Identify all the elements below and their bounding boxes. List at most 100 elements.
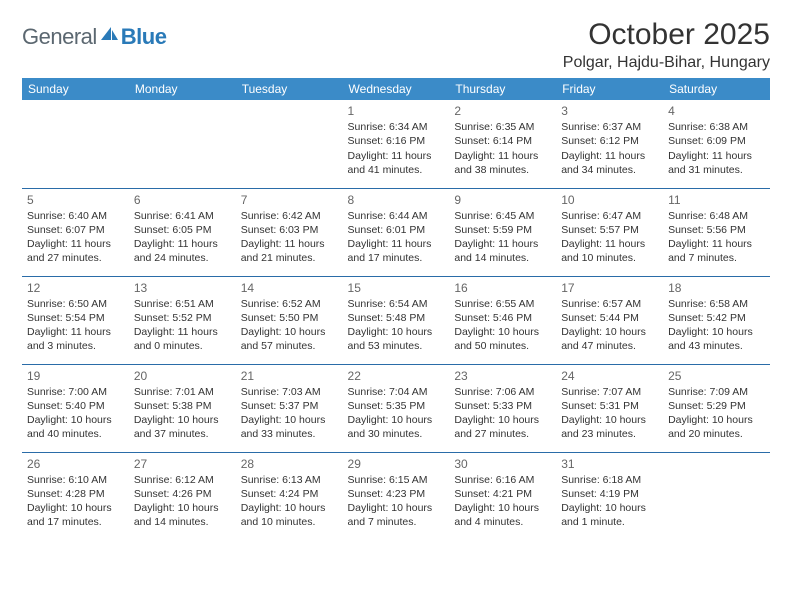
sunrise-line: Sunrise: 6:55 AM: [454, 297, 551, 311]
calendar-week: 12Sunrise: 6:50 AMSunset: 5:54 PMDayligh…: [22, 276, 770, 364]
day-number: 4: [668, 103, 765, 119]
day-number: 6: [134, 192, 231, 208]
calendar-day: 9Sunrise: 6:45 AMSunset: 5:59 PMDaylight…: [449, 188, 556, 276]
calendar-week: 19Sunrise: 7:00 AMSunset: 5:40 PM Dayligh…: [22, 364, 770, 452]
sunset-line: Sunset: 5:59 PM: [454, 223, 551, 237]
calendar-day: 15Sunrise: 6:54 AMSunset: 5:48 PMDayligh…: [343, 276, 450, 364]
calendar-day: 27Sunrise: 6:12 AMSunset: 4:26 PMDayligh…: [129, 452, 236, 540]
sunset-line: Sunset: 5:31 PM: [561, 399, 658, 413]
calendar-day: 12Sunrise: 6:50 AMSunset: 5:54 PMDayligh…: [22, 276, 129, 364]
calendar-day: 11Sunrise: 6:48 AMSunset: 5:56 PMDayligh…: [663, 188, 770, 276]
sunrise-line: Sunrise: 6:18 AM: [561, 473, 658, 487]
sunset-line: Sunset: 5:56 PM: [668, 223, 765, 237]
day-header: Saturday: [663, 78, 770, 100]
sunrise-line: Sunrise: 7:06 AM: [454, 385, 551, 399]
sunset-line: Sunset: 4:21 PM: [454, 487, 551, 501]
sunset-line: Sunset: 5:35 PM: [348, 399, 445, 413]
sunrise-line: Sunrise: 6:40 AM: [27, 209, 124, 223]
daylight-line: Daylight: 11 hours and 21 minutes.: [241, 237, 338, 265]
day-number: 27: [134, 456, 231, 472]
logo-text-general: General: [22, 24, 97, 50]
daylight-line: Daylight: 11 hours and 14 minutes.: [454, 237, 551, 265]
sunrise-line: Sunrise: 6:12 AM: [134, 473, 231, 487]
sunset-line: Sunset: 5:57 PM: [561, 223, 658, 237]
day-number: 22: [348, 368, 445, 384]
sunset-line: Sunset: 5:42 PM: [668, 311, 765, 325]
calendar-empty: [22, 100, 129, 188]
sunset-line: Sunset: 4:26 PM: [134, 487, 231, 501]
sunset-line: Sunset: 4:24 PM: [241, 487, 338, 501]
day-number: 8: [348, 192, 445, 208]
day-number: 3: [561, 103, 658, 119]
sunset-line: Sunset: 5:46 PM: [454, 311, 551, 325]
daylight-line: Daylight: 10 hours and 10 minutes.: [241, 501, 338, 529]
sunset-line: Sunset: 5:29 PM: [668, 399, 765, 413]
calendar-day: 19Sunrise: 7:00 AMSunset: 5:40 PMDayligh…: [22, 364, 129, 452]
sunset-line: Sunset: 6:03 PM: [241, 223, 338, 237]
day-number: 31: [561, 456, 658, 472]
sunrise-line: Sunrise: 6:41 AM: [134, 209, 231, 223]
sunset-line: Sunset: 4:28 PM: [27, 487, 124, 501]
sunrise-line: Sunrise: 6:45 AM: [454, 209, 551, 223]
calendar-day: 31Sunrise: 6:18 AMSunset: 4:19 PMDayligh…: [556, 452, 663, 540]
calendar-week: 26Sunrise: 6:10 AMSunset: 4:28 PMDayligh…: [22, 452, 770, 540]
day-number: 19: [27, 368, 124, 384]
logo-sail-icon: [101, 27, 119, 41]
calendar-empty: [236, 100, 343, 188]
daylight-line: Daylight: 11 hours and 38 minutes.: [454, 149, 551, 177]
day-number: 23: [454, 368, 551, 384]
sunset-line: Sunset: 6:12 PM: [561, 134, 658, 148]
logo: General Blue: [22, 18, 166, 50]
sunrise-line: Sunrise: 6:35 AM: [454, 120, 551, 134]
calendar-day: 5Sunrise: 6:40 AMSunset: 6:07 PMDaylight…: [22, 188, 129, 276]
calendar-day: 21Sunrise: 7:03 AMSunset: 5:37 PMDayligh…: [236, 364, 343, 452]
day-number: 16: [454, 280, 551, 296]
sunrise-line: Sunrise: 7:00 AM: [27, 385, 124, 399]
daylight-line: Daylight: 10 hours and 37 minutes.: [134, 413, 231, 441]
calendar-day: 7Sunrise: 6:42 AMSunset: 6:03 PMDaylight…: [236, 188, 343, 276]
location: Polgar, Hajdu-Bihar, Hungary: [563, 54, 770, 72]
sunset-line: Sunset: 6:16 PM: [348, 134, 445, 148]
calendar-day: 29Sunrise: 6:15 AMSunset: 4:23 PMDayligh…: [343, 452, 450, 540]
sunset-line: Sunset: 5:33 PM: [454, 399, 551, 413]
daylight-line: Daylight: 10 hours and 4 minutes.: [454, 501, 551, 529]
sunrise-line: Sunrise: 7:07 AM: [561, 385, 658, 399]
day-number: 10: [561, 192, 658, 208]
calendar-day: 23Sunrise: 7:06 AMSunset: 5:33 PMDayligh…: [449, 364, 556, 452]
sunrise-line: Sunrise: 6:51 AM: [134, 297, 231, 311]
header: General Blue October 2025 Polgar, Hajdu-…: [22, 18, 770, 72]
calendar-table: SundayMondayTuesdayWednesdayThursdayFrid…: [22, 78, 770, 540]
sunset-line: Sunset: 4:19 PM: [561, 487, 658, 501]
sunset-line: Sunset: 6:07 PM: [27, 223, 124, 237]
calendar-day: 4Sunrise: 6:38 AMSunset: 6:09 PMDaylight…: [663, 100, 770, 188]
day-number: 18: [668, 280, 765, 296]
sunrise-line: Sunrise: 7:03 AM: [241, 385, 338, 399]
calendar-day: 14Sunrise: 6:52 AMSunset: 5:50 PMDayligh…: [236, 276, 343, 364]
sunrise-line: Sunrise: 6:13 AM: [241, 473, 338, 487]
daylight-line: Daylight: 10 hours and 53 minutes.: [348, 325, 445, 353]
daylight-line: Daylight: 10 hours and 50 minutes.: [454, 325, 551, 353]
sunrise-line: Sunrise: 7:09 AM: [668, 385, 765, 399]
sunset-line: Sunset: 5:44 PM: [561, 311, 658, 325]
calendar-day: 17Sunrise: 6:57 AMSunset: 5:44 PMDayligh…: [556, 276, 663, 364]
daylight-line: Daylight: 11 hours and 27 minutes.: [27, 237, 124, 265]
calendar-day: 25Sunrise: 7:09 AMSunset: 5:29 PMDayligh…: [663, 364, 770, 452]
calendar-day: 1Sunrise: 6:34 AMSunset: 6:16 PMDaylight…: [343, 100, 450, 188]
calendar-day: 2Sunrise: 6:35 AMSunset: 6:14 PMDaylight…: [449, 100, 556, 188]
sunset-line: Sunset: 5:48 PM: [348, 311, 445, 325]
logo-text-blue: Blue: [121, 24, 167, 50]
sunset-line: Sunset: 5:38 PM: [134, 399, 231, 413]
day-number: 29: [348, 456, 445, 472]
day-number: 11: [668, 192, 765, 208]
daylight-line: Daylight: 11 hours and 10 minutes.: [561, 237, 658, 265]
daylight-line: Daylight: 11 hours and 34 minutes.: [561, 149, 658, 177]
daylight-line: Daylight: 11 hours and 41 minutes.: [348, 149, 445, 177]
sunrise-line: Sunrise: 6:42 AM: [241, 209, 338, 223]
daylight-line: Daylight: 10 hours and 20 minutes.: [668, 413, 765, 441]
calendar-day: 6Sunrise: 6:41 AMSunset: 6:05 PMDaylight…: [129, 188, 236, 276]
sunset-line: Sunset: 4:23 PM: [348, 487, 445, 501]
day-number: 2: [454, 103, 551, 119]
day-header: Thursday: [449, 78, 556, 100]
sunset-line: Sunset: 5:40 PM: [27, 399, 124, 413]
sunset-line: Sunset: 5:54 PM: [27, 311, 124, 325]
